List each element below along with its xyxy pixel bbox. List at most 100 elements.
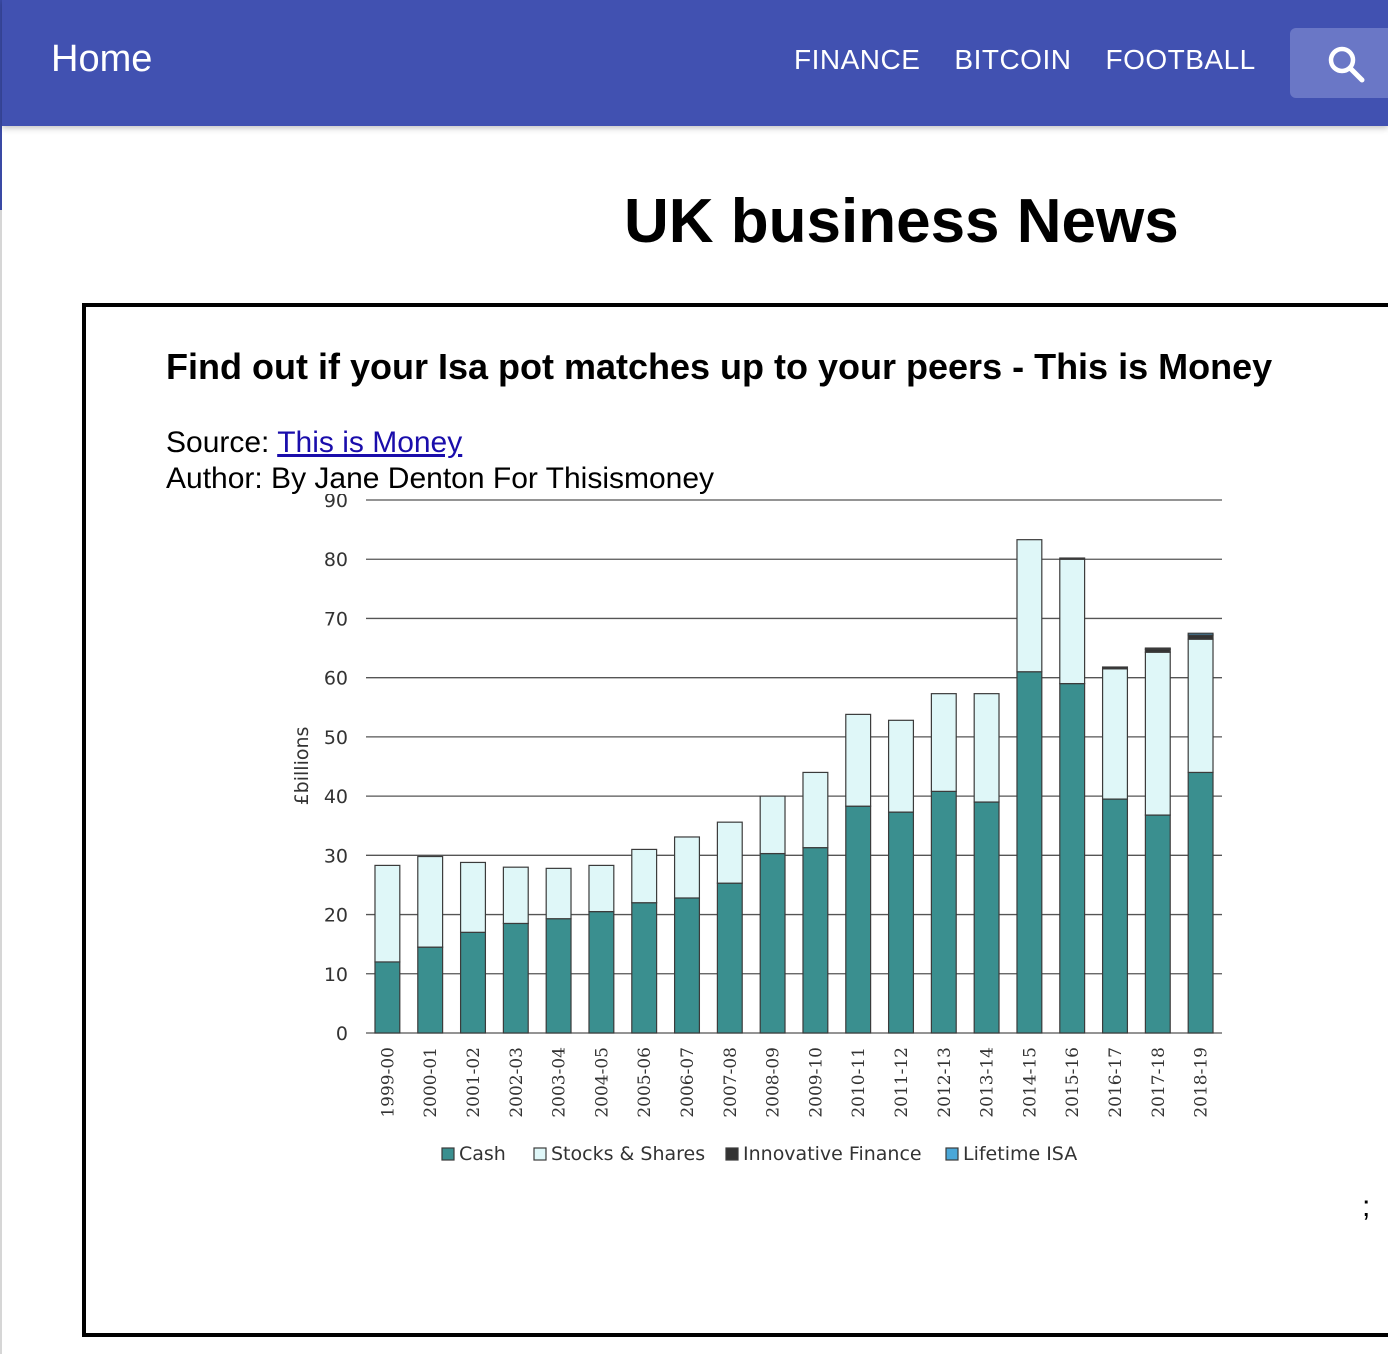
- x-tick-label: 2008-09: [764, 1047, 784, 1118]
- legend-label: Stocks & Shares: [551, 1143, 705, 1165]
- legend-swatch: [441, 1147, 455, 1161]
- x-tick-label: 2013-14: [978, 1047, 998, 1118]
- y-tick-label: 0: [336, 1023, 348, 1045]
- bar-segment: [1059, 558, 1086, 685]
- legend-label: Innovative Finance: [743, 1143, 922, 1165]
- bar-segment: [545, 867, 572, 920]
- source-link[interactable]: This is Money: [277, 426, 463, 459]
- left-edge-strip: [0, 0, 2, 1354]
- article-card: [82, 303, 1388, 1337]
- bar-segment: [1144, 814, 1171, 1034]
- y-tick-label: 90: [324, 494, 348, 512]
- bar-segment: [759, 795, 786, 855]
- bar-segment: [973, 693, 1000, 803]
- article-author: Author: By Jane Denton For Thisismoney: [166, 462, 715, 495]
- bar-segment: [417, 855, 444, 948]
- bar-segment: [417, 946, 444, 1034]
- bar-segment: [759, 852, 786, 1034]
- bar-segment: [1016, 539, 1043, 673]
- bar-segment: [502, 922, 529, 1034]
- bar-segment: [973, 801, 1000, 1034]
- bar-segment: [1144, 647, 1171, 650]
- legend-label: Lifetime ISA: [963, 1143, 1077, 1165]
- bar-segment: [374, 961, 401, 1034]
- x-tick-label: 2010-11: [849, 1047, 869, 1118]
- bar-segment: [1016, 671, 1043, 1034]
- x-tick-label: 2006-07: [678, 1047, 698, 1118]
- y-tick-label: 80: [324, 549, 348, 571]
- bar-segment: [930, 693, 957, 792]
- nav-link-football[interactable]: FOOTBALL: [1105, 44, 1256, 75]
- y-axis-label: £billions: [291, 727, 313, 806]
- left-edge-strip-accent: [0, 0, 2, 210]
- y-tick-label: 50: [324, 727, 348, 749]
- y-tick-label: 70: [324, 608, 348, 630]
- bar-segment: [1101, 668, 1129, 800]
- x-tick-label: 2000-01: [421, 1047, 441, 1118]
- home-link[interactable]: Home: [51, 38, 153, 80]
- x-tick-label: 2012-13: [935, 1047, 955, 1118]
- x-tick-label: 2011-12: [892, 1047, 912, 1118]
- bar-segment: [1187, 771, 1214, 1034]
- nav-link-bitcoin[interactable]: BITCOIN: [954, 44, 1072, 75]
- x-tick-label: 2003-04: [550, 1047, 570, 1118]
- bar-segment: [1187, 632, 1214, 636]
- bar-segment: [887, 719, 915, 813]
- legend-swatch: [533, 1147, 547, 1161]
- bar-segment: [1059, 682, 1086, 1034]
- y-tick-label: 60: [324, 668, 348, 690]
- search-button[interactable]: [1290, 28, 1388, 98]
- y-tick-label: 20: [324, 905, 348, 927]
- bar-segment: [1101, 798, 1129, 1034]
- bar-segment: [673, 897, 701, 1034]
- x-tick-label: 2017-18: [1149, 1047, 1169, 1118]
- x-tick-label: 2009-10: [806, 1047, 826, 1118]
- y-tick-label: 40: [324, 786, 348, 808]
- y-tick-label: 30: [324, 845, 348, 867]
- nav-links: FINANCE BITCOIN FOOTBALL: [794, 44, 1290, 76]
- bar-segment: [716, 882, 743, 1034]
- x-tick-label: 2004-05: [592, 1047, 612, 1118]
- bar-segment: [459, 861, 487, 933]
- nav-link-finance[interactable]: FINANCE: [794, 44, 921, 75]
- bar-segment: [1059, 557, 1086, 560]
- legend-label: Cash: [459, 1143, 506, 1165]
- x-tick-label: 2005-06: [635, 1047, 655, 1118]
- bar-segment: [502, 866, 529, 925]
- bar-segment: [588, 910, 615, 1034]
- bar-segment: [845, 805, 872, 1034]
- x-tick-label: 1999-00: [378, 1047, 398, 1118]
- x-tick-label: 2002-03: [507, 1047, 527, 1118]
- x-tick-label: 2018-19: [1192, 1047, 1212, 1118]
- bar-segment: [1187, 638, 1214, 774]
- x-tick-label: 2014-15: [1020, 1047, 1040, 1118]
- bar-segment: [716, 821, 743, 884]
- x-tick-label: 2007-08: [721, 1047, 741, 1118]
- bar-segment: [545, 918, 572, 1034]
- bar-segment: [1187, 634, 1214, 640]
- bar-segment: [1144, 651, 1171, 816]
- isa-chart: 0 10 20 30 40 50 60 70 80 90 £billions 1999-00 2000-…: [280, 490, 1240, 1194]
- bar-segment: [887, 811, 915, 1034]
- bar-segment: [631, 848, 658, 904]
- trailing-char: ;: [1362, 1190, 1371, 1223]
- x-tick-label: 2016-17: [1106, 1047, 1126, 1118]
- bar-segment: [631, 902, 658, 1034]
- bar-segment: [374, 864, 401, 963]
- bar-segment: [930, 790, 957, 1034]
- article-title: Find out if your Isa pot matches up to y…: [166, 346, 1273, 387]
- bar-segment: [1101, 666, 1129, 670]
- bar-segment: [588, 864, 615, 913]
- legend-swatch: [945, 1147, 959, 1161]
- bar-segment: [802, 847, 829, 1034]
- y-tick-label: 10: [324, 964, 348, 986]
- bar-segment: [845, 713, 872, 807]
- search-icon: [1328, 46, 1365, 83]
- chart-svg: 0 10 20 30 40 50 60 70 80 90 £billions 1999-00 2000-…: [291, 490, 1222, 1165]
- x-tick-label: 2015-16: [1063, 1047, 1083, 1118]
- legend-swatch: [725, 1147, 739, 1161]
- source-label: Source:: [166, 426, 278, 459]
- bar-segment: [459, 931, 487, 1034]
- bar-segment: [673, 836, 701, 899]
- x-tick-label: 2001-02: [464, 1047, 484, 1118]
